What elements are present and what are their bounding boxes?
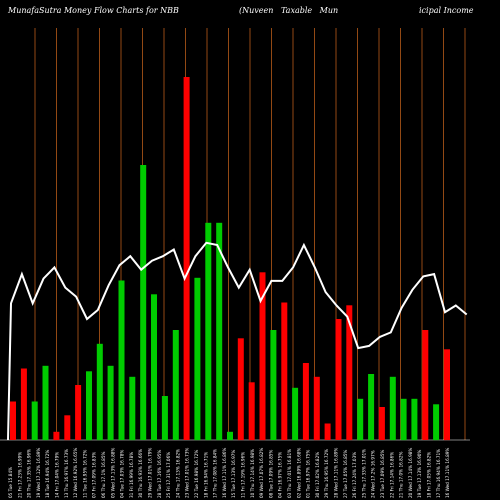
x-tick-label: 18 Fri 16.94% 16.71% bbox=[203, 452, 208, 498]
bar bbox=[313, 376, 320, 441]
bar bbox=[270, 330, 277, 440]
x-tick-label: 18 Tue 16.94% 16.72% bbox=[45, 450, 50, 498]
bar bbox=[64, 415, 71, 441]
bar bbox=[161, 396, 168, 440]
x-tick-label: 02 Wed 16.89% 16.68% bbox=[296, 448, 301, 498]
x-tick-label: 04 Tue 17.03% 16.78% bbox=[120, 450, 125, 498]
bar bbox=[53, 431, 60, 441]
x-tick-label: 16 Wed 17.11% 16.89% bbox=[445, 448, 450, 498]
bar bbox=[205, 222, 212, 441]
x-tick-label: 06 Thu 17.1% 16.85% bbox=[101, 452, 106, 498]
x-tick-label: 04 Fri 16.97% 16.75% bbox=[278, 452, 283, 498]
x-tick-label: 12 Wed 16.92% 16.65% bbox=[73, 448, 78, 498]
x-tick-label: 10 Thu 17.14% 16.98% bbox=[250, 449, 255, 498]
bar bbox=[433, 404, 440, 441]
bar bbox=[183, 77, 190, 440]
bar bbox=[10, 401, 16, 440]
bar bbox=[324, 423, 331, 440]
bar bbox=[302, 363, 309, 440]
x-axis-tick-labels: 05 Tue 15.84% 21 Fri 17.23% 16.99% 20 Thu … bbox=[8, 448, 450, 498]
chart-title-right: icipal Income bbox=[419, 6, 474, 15]
x-tick-label: 30 Fri 17.02% 16.82% bbox=[315, 452, 320, 498]
x-tick-label: 22 Fri 17.14% 16.86% bbox=[389, 452, 394, 498]
x-tick-label: 19 Tue 17.13% 16.90% bbox=[417, 450, 422, 498]
bar bbox=[140, 165, 147, 440]
bar bbox=[335, 319, 342, 440]
x-tick-label: 18 Fri 17.05% 16.82% bbox=[427, 452, 432, 498]
x-tick-label: 05 Wed 17.13% 16.88% bbox=[110, 448, 115, 498]
bar bbox=[42, 365, 49, 441]
x-tick-label: 01 Tue 16.97% 16.75% bbox=[306, 450, 311, 498]
x-tick-label: 21 Fri 17.23% 16.99% bbox=[17, 452, 22, 498]
bar-series bbox=[10, 77, 450, 441]
bar bbox=[20, 368, 27, 440]
x-tick-label: 17 Thu 16.94% 16.71% bbox=[436, 449, 441, 498]
x-tick-label: 03 Thu 17.01% 16.81% bbox=[287, 449, 292, 498]
x-tick-label: 16 Wed 17.11% 16.86% bbox=[222, 448, 227, 498]
x-tick-label: 31 Fri 16.99% 16.78% bbox=[129, 452, 134, 498]
x-tick-label: 23 Wed 17.01% 16.73% bbox=[185, 448, 190, 498]
x-tick-label: 21 Thu 17.0% 16.82% bbox=[399, 452, 404, 498]
x-tick-label: 09 Wed 17.07% 16.82% bbox=[259, 448, 264, 498]
bar bbox=[96, 343, 103, 441]
x-tick-label: 28 Wed 17.11% 16.89% bbox=[334, 448, 339, 498]
x-tick-label: 19 Wed 17.12% 16.89% bbox=[36, 448, 41, 498]
bar bbox=[86, 371, 92, 441]
x-tick-label: 20 Wed 17.14% 16.98% bbox=[408, 448, 413, 498]
x-tick-label: 17 Thu 17.08% 16.84% bbox=[213, 449, 218, 498]
bar bbox=[259, 272, 266, 441]
x-tick-label: 29 Wed 17.01% 16.79% bbox=[148, 448, 153, 498]
bar bbox=[75, 385, 82, 440]
x-tick-label: 07 Fri 17.09% 16.83% bbox=[92, 452, 97, 498]
x-tick-label: 08 Tue 17.09% 16.85% bbox=[268, 450, 273, 498]
bar bbox=[237, 338, 244, 441]
bar bbox=[216, 222, 223, 441]
x-tick-label: 26 Fri 17.24% 17.03% bbox=[352, 452, 357, 498]
bar bbox=[400, 398, 407, 441]
x-tick-label: 13 Thu 16.97% 16.73% bbox=[64, 449, 69, 498]
bar bbox=[172, 330, 179, 440]
bar bbox=[129, 376, 136, 441]
price-line bbox=[7, 241, 468, 441]
bar bbox=[444, 349, 450, 441]
bar bbox=[107, 365, 114, 441]
bar bbox=[151, 294, 157, 441]
x-tick-label: 24 Thu 17.13% 16.82% bbox=[175, 449, 180, 498]
x-tick-label: 20 Thu 17.35% 16.96% bbox=[27, 449, 32, 498]
bar bbox=[292, 387, 299, 441]
bar bbox=[194, 277, 201, 441]
x-tick-label: 29 Thu 16.95% 16.72% bbox=[324, 449, 329, 498]
bar bbox=[357, 398, 364, 441]
bar bbox=[248, 382, 255, 441]
chart-title-middle: (Nuveen Taxable Mun bbox=[239, 6, 339, 15]
x-tick-label: 11 Fri 17.19% 16.96% bbox=[241, 452, 246, 498]
x-tick-label: 11 Tue 16.95% 16.72% bbox=[82, 450, 87, 498]
x-tick-label: 22 Tue 16.98% 16.72% bbox=[194, 450, 199, 498]
bar bbox=[411, 398, 418, 441]
chart-title-left: MunafaSutra Money Flow Charts for NBB bbox=[8, 6, 179, 15]
x-tick-label: 15 Tue 17.13% 16.97% bbox=[231, 450, 236, 498]
x-tick-label: 28 Tue 17.16% 16.95% bbox=[157, 450, 162, 498]
x-tick-label: 24 Wed 17.2% 16.97% bbox=[371, 450, 376, 498]
x-tick-label: 14 Fri 17.04% 16.79% bbox=[55, 452, 60, 498]
x-tick-label: 25 Fri 17.31% 17.06% bbox=[166, 452, 171, 498]
x-tick-label: 27 Tue 17.05% 16.85% bbox=[343, 450, 348, 498]
x-tick-label: 23 Tue 17.09% 16.85% bbox=[380, 450, 385, 498]
bar bbox=[378, 407, 385, 440]
bar bbox=[118, 280, 125, 440]
bar bbox=[227, 431, 233, 441]
x-tick-label: 30 Thu 16.93% 16.66% bbox=[138, 449, 143, 498]
x-tick-label: 25 Thu 17.33% 17.01% bbox=[361, 449, 366, 498]
bar bbox=[281, 302, 288, 440]
bar bbox=[31, 401, 38, 440]
grid-lines bbox=[34, 28, 466, 440]
bar bbox=[346, 305, 353, 441]
bar bbox=[422, 330, 429, 440]
bar bbox=[389, 376, 396, 441]
x-tick-label: 05 Tue 15.84% bbox=[8, 467, 13, 498]
bar bbox=[368, 374, 375, 440]
